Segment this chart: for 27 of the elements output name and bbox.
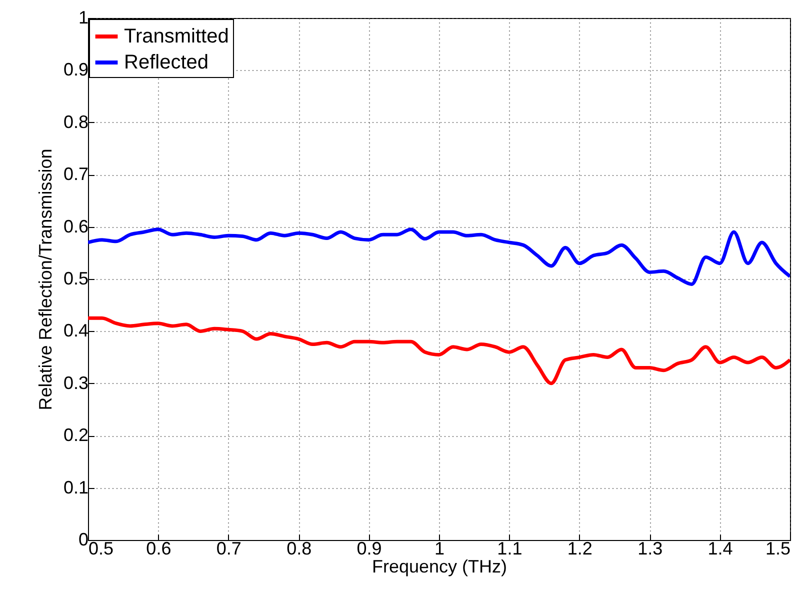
- y-tick-label: 0.9: [63, 60, 88, 80]
- line-series: [88, 228, 790, 286]
- y-tick-label: 0.2: [63, 425, 88, 446]
- x-tick-label: 0.8: [286, 538, 312, 558]
- x-tick-label: 0.6: [146, 538, 172, 558]
- y-tick-label: 0.6: [63, 216, 88, 236]
- line-series: [88, 316, 790, 386]
- y-tick-label: 0: [78, 530, 88, 550]
- legend-label: Reflected: [124, 52, 208, 74]
- x-tick-label: 1.1: [497, 538, 522, 558]
- y-tick-label: 0.7: [63, 164, 88, 184]
- x-tick-label: 0.9: [356, 538, 382, 558]
- x-tick-label: 1.2: [567, 538, 592, 558]
- legend-label: Transmitted: [124, 26, 229, 48]
- x-tick-label: 0.7: [216, 538, 242, 558]
- y-tick-label: 0.1: [63, 477, 88, 498]
- x-tick-label: 1: [434, 538, 445, 558]
- x-tick-label: 1.5: [765, 538, 790, 558]
- y-tick-label: 0.4: [63, 320, 88, 341]
- x-tick-label: 1.3: [638, 538, 663, 558]
- y-tick-label: 0.3: [63, 372, 88, 393]
- y-tick-label: 0.8: [63, 112, 88, 132]
- y-tick-label: 0.5: [63, 268, 88, 288]
- y-tick-label: 1: [78, 8, 88, 28]
- y-axis-title: Relative Reflection/Transmission: [35, 148, 56, 410]
- x-axis-title: Frequency (THz): [372, 556, 508, 576]
- x-tick-label: 1.4: [708, 538, 733, 558]
